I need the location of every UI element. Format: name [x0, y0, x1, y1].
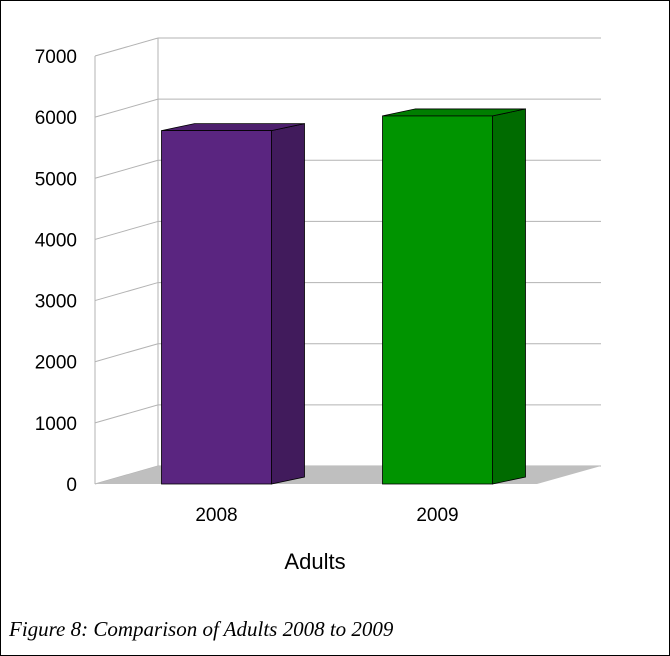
x-axis-title: Adults: [284, 549, 345, 574]
gridline-side: [94, 343, 159, 363]
bar-chart: 0 1000 2000 3000 4000 5000 6000 7000 2008 2009 A…: [35, 37, 601, 574]
bar-side: [492, 108, 526, 485]
chart-walls: [94, 38, 159, 484]
bar-2008: [161, 123, 305, 485]
bar-front: [161, 130, 272, 485]
gridline-side: [94, 220, 159, 240]
y-tick-labels: 0 1000 2000 3000 4000 5000 6000 7000: [35, 47, 77, 496]
figure-caption: Figure 8: Comparison of Adults 2008 to 2…: [9, 617, 394, 641]
bar-2009: [382, 108, 526, 485]
gridline-side: [94, 37, 159, 57]
y-tick-label: 5000: [35, 169, 77, 190]
y-tick-label: 3000: [35, 292, 77, 313]
y-tick-label: 2000: [35, 353, 77, 374]
y-tick-label: 6000: [35, 108, 77, 129]
gridline-side: [94, 282, 159, 302]
bar-side: [271, 123, 305, 485]
bar-front: [382, 115, 493, 485]
y-tick-label: 4000: [35, 230, 77, 251]
x-tick-labels: 2008 2009: [195, 505, 458, 526]
y-tick-label: 1000: [35, 414, 77, 435]
gridline-side: [94, 159, 159, 179]
x-tick-label: 2008: [195, 505, 237, 526]
gridline-side: [94, 404, 159, 424]
x-tick-label: 2009: [416, 505, 458, 526]
bars: [161, 108, 526, 485]
y-tick-label: 7000: [35, 47, 77, 68]
y-tick-label: 0: [66, 475, 77, 496]
gridline-side: [94, 98, 159, 118]
